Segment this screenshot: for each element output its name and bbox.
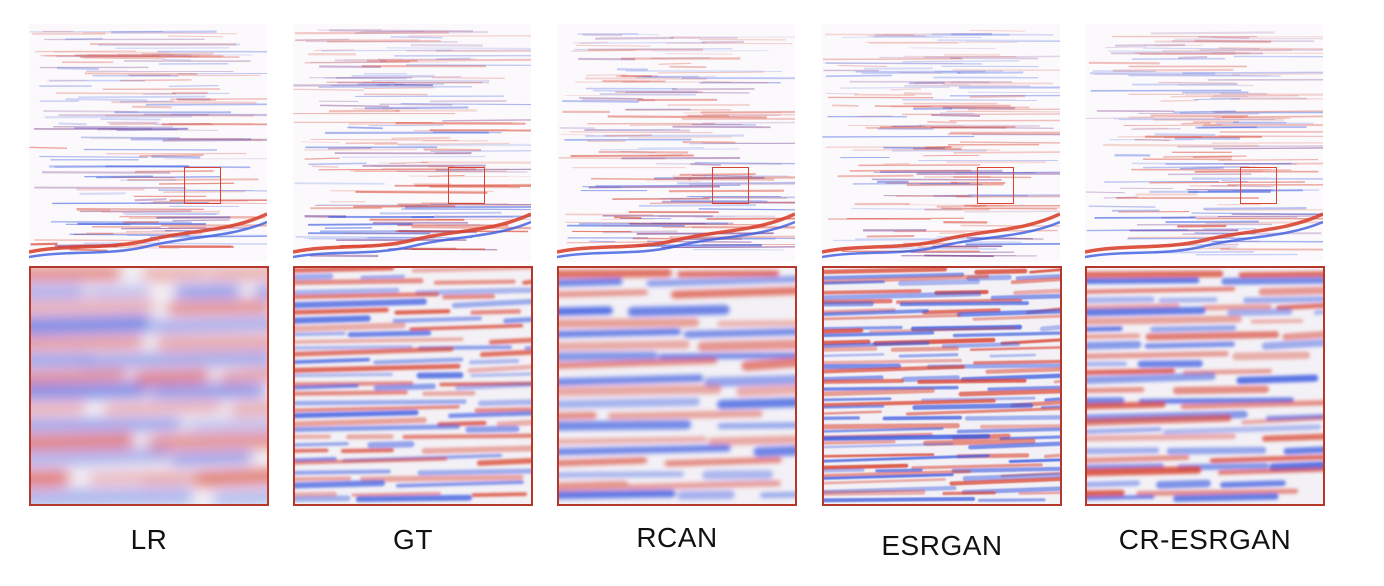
zoom-region-box xyxy=(712,167,749,204)
panel-caption: GT xyxy=(393,524,433,555)
zoomed-patch-image xyxy=(557,266,797,506)
zoomed-patch-image xyxy=(1085,266,1325,506)
zoom-region-box xyxy=(448,167,485,204)
seismic-overview-image xyxy=(557,24,795,262)
zoomed-patch-image xyxy=(822,266,1062,506)
zoomed-patch-image xyxy=(29,266,269,506)
seismic-overview-image xyxy=(293,24,531,262)
zoomed-patch-image xyxy=(293,266,533,506)
panel-caption: LR xyxy=(130,524,168,555)
seismic-overview-image xyxy=(822,24,1060,262)
zoom-region-box xyxy=(1240,167,1277,204)
seismic-overview-image xyxy=(1085,24,1323,262)
panel-caption: ESRGAN xyxy=(881,530,1003,561)
zoom-region-box xyxy=(977,167,1014,204)
panel-caption: CR-ESRGAN xyxy=(1118,524,1292,555)
panel-caption: RCAN xyxy=(636,522,718,553)
zoom-region-box xyxy=(184,167,221,204)
seismic-overview-image xyxy=(29,24,267,262)
